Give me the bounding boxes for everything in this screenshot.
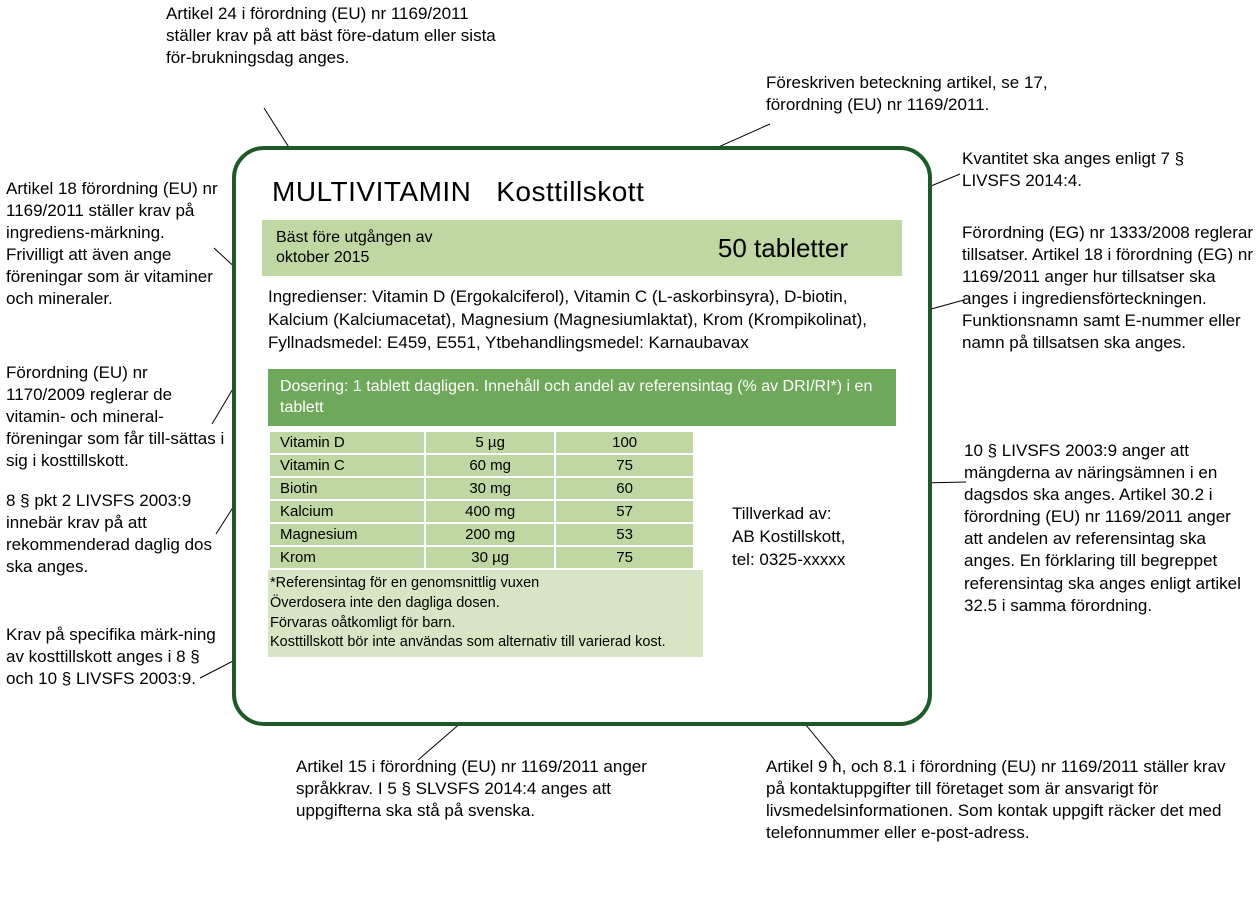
annotation-bottom-2: Artikel 9 h, och 8.1 i förordning (EU) n… [766, 756, 1236, 844]
nutrient-name: Kalcium [269, 500, 425, 523]
annotation-left-1: Artikel 18 förordning (EU) nr 1169/2011 … [6, 178, 220, 311]
nutrient-name: Vitamin C [269, 454, 425, 477]
nutrient-pct: 75 [555, 546, 694, 569]
nutrient-pct: 53 [555, 523, 694, 546]
title-sub: Kosttillskott [496, 176, 644, 207]
table-row: Magnesium200 mg53 [269, 523, 694, 546]
nutrient-name: Vitamin D [269, 431, 425, 454]
nutrient-pct: 57 [555, 500, 694, 523]
nutrient-amount: 5 µg [425, 431, 555, 454]
manufacturer-line2: AB Kostillskott, [732, 527, 845, 546]
nutrient-pct: 75 [555, 454, 694, 477]
manufacturer-line3: tel: 0325-xxxxx [732, 550, 845, 569]
annotation-left-3: 8 § pkt 2 LIVSFS 2003:9 innebär krav på … [6, 490, 228, 578]
table-row: Kalcium400 mg57 [269, 500, 694, 523]
nutrient-name: Magnesium [269, 523, 425, 546]
nutrient-pct: 100 [555, 431, 694, 454]
annotation-right-1: Kvantitet ska anges enligt 7 § LIVSFS 20… [962, 148, 1222, 192]
nutrient-name: Krom [269, 546, 425, 569]
best-before: Bäst före utgången av oktober 2015 [276, 228, 433, 268]
annotation-bottom-1: Artikel 15 i förordning (EU) nr 1169/201… [296, 756, 666, 822]
annotation-top-right: Föreskriven beteckning artikel, se 17, f… [766, 72, 1106, 116]
product-label: MULTIVITAMIN Kosttillskott Bäst före utg… [232, 146, 932, 726]
annotation-left-4: Krav på specifika märk-ning av kosttills… [6, 624, 220, 690]
annotation-right-3: 10 § LIVSFS 2003:9 anger att mängderna a… [964, 440, 1250, 617]
nutrient-pct: 60 [555, 477, 694, 500]
nutrient-amount: 60 mg [425, 454, 555, 477]
manufacturer-line1: Tillverkad av: [732, 504, 832, 523]
subtitle-bar: Bäst före utgången av oktober 2015 50 ta… [262, 220, 902, 276]
table-row: Vitamin C60 mg75 [269, 454, 694, 477]
nutrient-amount: 30 mg [425, 477, 555, 500]
footnotes: *Referensintag för en genomsnittlig vuxe… [268, 570, 703, 656]
best-before-line2: oktober 2015 [276, 249, 369, 266]
dose-header: Dosering: 1 tablett dagligen. Innehåll o… [268, 369, 896, 427]
nutrient-amount: 30 µg [425, 546, 555, 569]
footnote-line: *Referensintag för en genomsnittlig vuxe… [270, 574, 701, 594]
table-row: Vitamin D5 µg100 [269, 431, 694, 454]
nutrient-amount: 200 mg [425, 523, 555, 546]
title-main: MULTIVITAMIN [272, 176, 471, 207]
annotation-left-2: Förordning (EU) nr 1170/2009 reglerar de… [6, 362, 226, 472]
footnote-line: Förvaras oåtkomligt för barn. [270, 614, 701, 634]
nutrient-amount: 400 mg [425, 500, 555, 523]
ingredients: Ingredienser: Vitamin D (Ergokalciferol)… [262, 286, 902, 363]
nutrient-name: Biotin [269, 477, 425, 500]
footnote-line: Överdosera inte den dagliga dosen. [270, 594, 701, 614]
annotation-top-left: Artikel 24 i förordning (EU) nr 1169/201… [166, 3, 516, 69]
best-before-line1: Bäst före utgången av [276, 229, 433, 246]
table-row: Krom30 µg75 [269, 546, 694, 569]
annotation-right-2: Förordning (EG) nr 1333/2008 reglerar ti… [962, 222, 1258, 355]
label-title: MULTIVITAMIN Kosttillskott [262, 170, 902, 218]
nutrition-table: Vitamin D5 µg100Vitamin C60 mg75Biotin30… [268, 430, 695, 570]
quantity: 50 tabletter [718, 233, 888, 264]
table-row: Biotin30 mg60 [269, 477, 694, 500]
footnote-line: Kosttillskott bör inte användas som alte… [270, 633, 701, 653]
manufacturer: Tillverkad av: AB Kostillskott, tel: 032… [732, 503, 902, 572]
